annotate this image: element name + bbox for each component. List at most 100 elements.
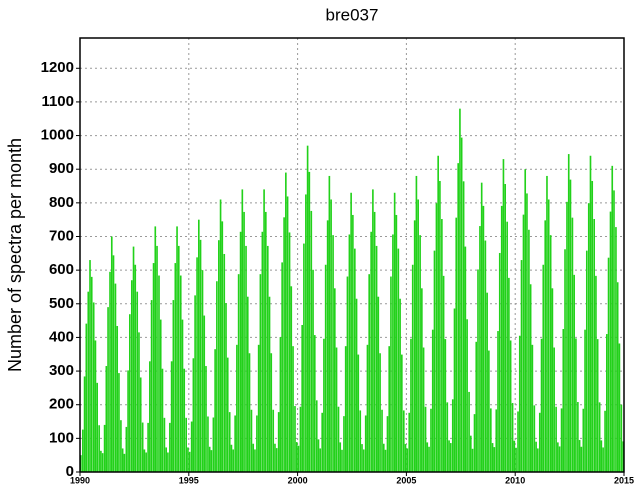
bar <box>410 338 412 472</box>
bar <box>159 319 162 472</box>
bar <box>408 412 411 472</box>
bar <box>355 298 358 472</box>
bar <box>600 440 603 472</box>
bar <box>212 417 215 472</box>
bar <box>306 145 309 472</box>
bar <box>346 276 349 472</box>
bar <box>473 414 476 472</box>
bar <box>446 402 449 472</box>
bar <box>395 214 398 472</box>
bar <box>321 412 324 472</box>
bar <box>324 264 327 472</box>
bar <box>419 235 421 472</box>
bar <box>270 353 273 472</box>
bar <box>205 366 207 472</box>
bar <box>596 339 599 472</box>
bar <box>313 335 316 472</box>
bar <box>82 429 84 472</box>
bar <box>528 229 530 472</box>
bar <box>578 440 581 472</box>
bar <box>399 298 401 472</box>
bar <box>535 441 537 472</box>
bar <box>149 361 151 472</box>
bar <box>571 217 574 472</box>
bar <box>406 448 409 472</box>
bar <box>123 453 126 472</box>
bar <box>479 226 481 472</box>
bar <box>520 260 523 472</box>
bar <box>388 346 391 472</box>
bar <box>305 194 307 472</box>
bar <box>384 449 387 472</box>
bar <box>118 373 120 472</box>
bar <box>125 426 128 472</box>
y-tick-label: 1000 <box>41 127 74 144</box>
bar <box>219 199 222 472</box>
bar <box>303 243 305 472</box>
bar <box>453 308 456 472</box>
bar <box>165 447 167 472</box>
bar <box>504 184 507 473</box>
bar <box>120 420 122 472</box>
bar <box>127 370 129 472</box>
bar <box>567 154 570 472</box>
bar <box>188 451 191 472</box>
bar <box>546 175 548 472</box>
bar <box>167 452 169 472</box>
bar <box>431 329 434 472</box>
y-tick-label: 300 <box>49 362 74 379</box>
bar <box>250 409 253 472</box>
bar <box>381 409 383 472</box>
bar <box>185 417 188 472</box>
bar <box>335 347 338 472</box>
bar <box>560 408 563 472</box>
bar <box>312 269 314 472</box>
bar <box>469 435 472 472</box>
bar <box>266 245 269 472</box>
bar <box>286 196 289 473</box>
bar <box>232 449 235 472</box>
bar <box>234 415 236 472</box>
bar <box>415 175 418 472</box>
bar <box>323 338 325 472</box>
bar <box>486 292 488 472</box>
bar <box>332 235 334 472</box>
bar <box>330 199 332 472</box>
bar <box>114 283 117 472</box>
bar <box>150 300 153 472</box>
bar <box>589 155 592 472</box>
bar <box>208 446 211 472</box>
bar <box>386 416 389 472</box>
bar <box>214 349 216 472</box>
bar <box>90 276 93 472</box>
bar <box>540 338 543 472</box>
bar <box>457 163 460 472</box>
bar <box>268 296 271 472</box>
bar <box>424 406 427 472</box>
bar <box>179 275 182 472</box>
bar <box>392 234 394 472</box>
bar <box>98 425 100 472</box>
bar <box>460 137 463 472</box>
y-tick-label: 1200 <box>41 59 74 76</box>
bar <box>584 329 586 472</box>
bar <box>147 422 149 472</box>
bar <box>437 155 439 472</box>
bar <box>373 211 376 472</box>
y-tick-label: 400 <box>49 328 74 345</box>
bar <box>225 303 227 472</box>
bar <box>210 450 213 472</box>
bar <box>493 447 496 472</box>
bar <box>517 411 519 472</box>
bar <box>361 444 363 472</box>
bar <box>526 193 528 472</box>
bar <box>143 449 146 472</box>
bar <box>299 406 302 472</box>
bar <box>609 211 612 472</box>
bar <box>190 421 193 472</box>
bar <box>428 446 430 472</box>
bar <box>315 400 318 472</box>
bar <box>109 271 111 472</box>
bar <box>257 344 260 472</box>
